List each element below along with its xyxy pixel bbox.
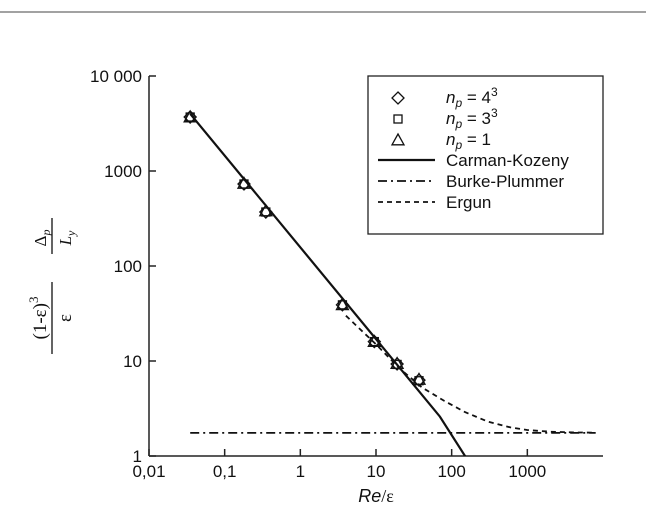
y-tick-label: 1000	[104, 162, 142, 181]
y-tick-label: 1	[133, 447, 142, 466]
legend-marker-triangle	[390, 132, 406, 146]
y-label-L-sub: y	[64, 230, 78, 237]
series-line-ergun	[345, 315, 596, 434]
y-label-denominator: ε	[55, 314, 76, 322]
x-label-sep: /	[381, 486, 386, 506]
x-tick-label: 10	[367, 462, 386, 481]
legend-var: n	[446, 109, 455, 128]
legend-sup: 3	[491, 106, 498, 120]
axes: 1 10 100 1000 10 000 0,01 0,1 1 10 100 1000	[90, 67, 603, 481]
legend-sub: p	[454, 96, 462, 110]
legend-box	[367, 75, 604, 235]
legend-label: Burke-Plummer	[446, 172, 564, 191]
legend-label: np = 43	[446, 85, 498, 110]
x-tick-label: 100	[437, 462, 465, 481]
legend-marker-square	[393, 114, 403, 124]
x-label-text: Re/ε	[358, 486, 394, 506]
data-point-triangle	[335, 297, 350, 311]
data-point-triangle	[183, 109, 198, 123]
legend-sub: p	[454, 138, 462, 152]
legend-label: np = 1	[446, 130, 491, 152]
legend-label: Ergun	[446, 193, 491, 212]
x-tick-label: 1000	[508, 462, 546, 481]
y-label-numerator: (1-ε)3	[26, 297, 51, 340]
y-tick-label: 10 000	[90, 67, 142, 86]
y-label-delta-sub: p	[39, 230, 53, 237]
data-point-triangle	[411, 372, 427, 385]
legend-sup: 3	[491, 85, 498, 99]
y-label-dp: Δp	[31, 230, 53, 247]
y-label-L: L	[56, 236, 75, 246]
legend-text: = 1	[462, 130, 491, 149]
series-lines	[189, 113, 596, 456]
data-point-triangle	[258, 203, 273, 217]
y-tick-label: 10	[123, 352, 142, 371]
x-tick-label: 0,1	[213, 462, 237, 481]
data-point-triangle	[389, 356, 405, 370]
x-axis-label: Re/ε	[358, 486, 394, 506]
y-label-delta: Δ	[31, 235, 50, 246]
data-point-triangle	[236, 176, 252, 189]
legend-text: = 3	[462, 109, 491, 128]
y-label-prefix: (1-ε)	[30, 303, 51, 339]
x-tick-label: 0,01	[132, 462, 165, 481]
y-label-length: Ly	[56, 230, 78, 246]
plot-area	[183, 109, 596, 456]
legend-sub: p	[454, 117, 462, 131]
legend-text: = 4	[462, 88, 491, 107]
series-points-triangle	[183, 109, 427, 385]
y-tick-label: 100	[114, 257, 142, 276]
data-point-triangle	[367, 334, 382, 348]
y-label-exp: 3	[26, 297, 41, 304]
legend-marker-diamond	[391, 91, 405, 105]
series-line-carman-kozeny	[189, 113, 467, 456]
x-label-main: Re	[358, 486, 381, 506]
legend-label: np = 33	[446, 106, 498, 131]
legend-var: n	[446, 88, 455, 107]
legend-label: Carman-Kozeny	[446, 151, 569, 170]
x-tick-label: 1	[296, 462, 305, 481]
x-label-sub: ε	[386, 486, 394, 506]
legend-var: n	[446, 130, 455, 149]
